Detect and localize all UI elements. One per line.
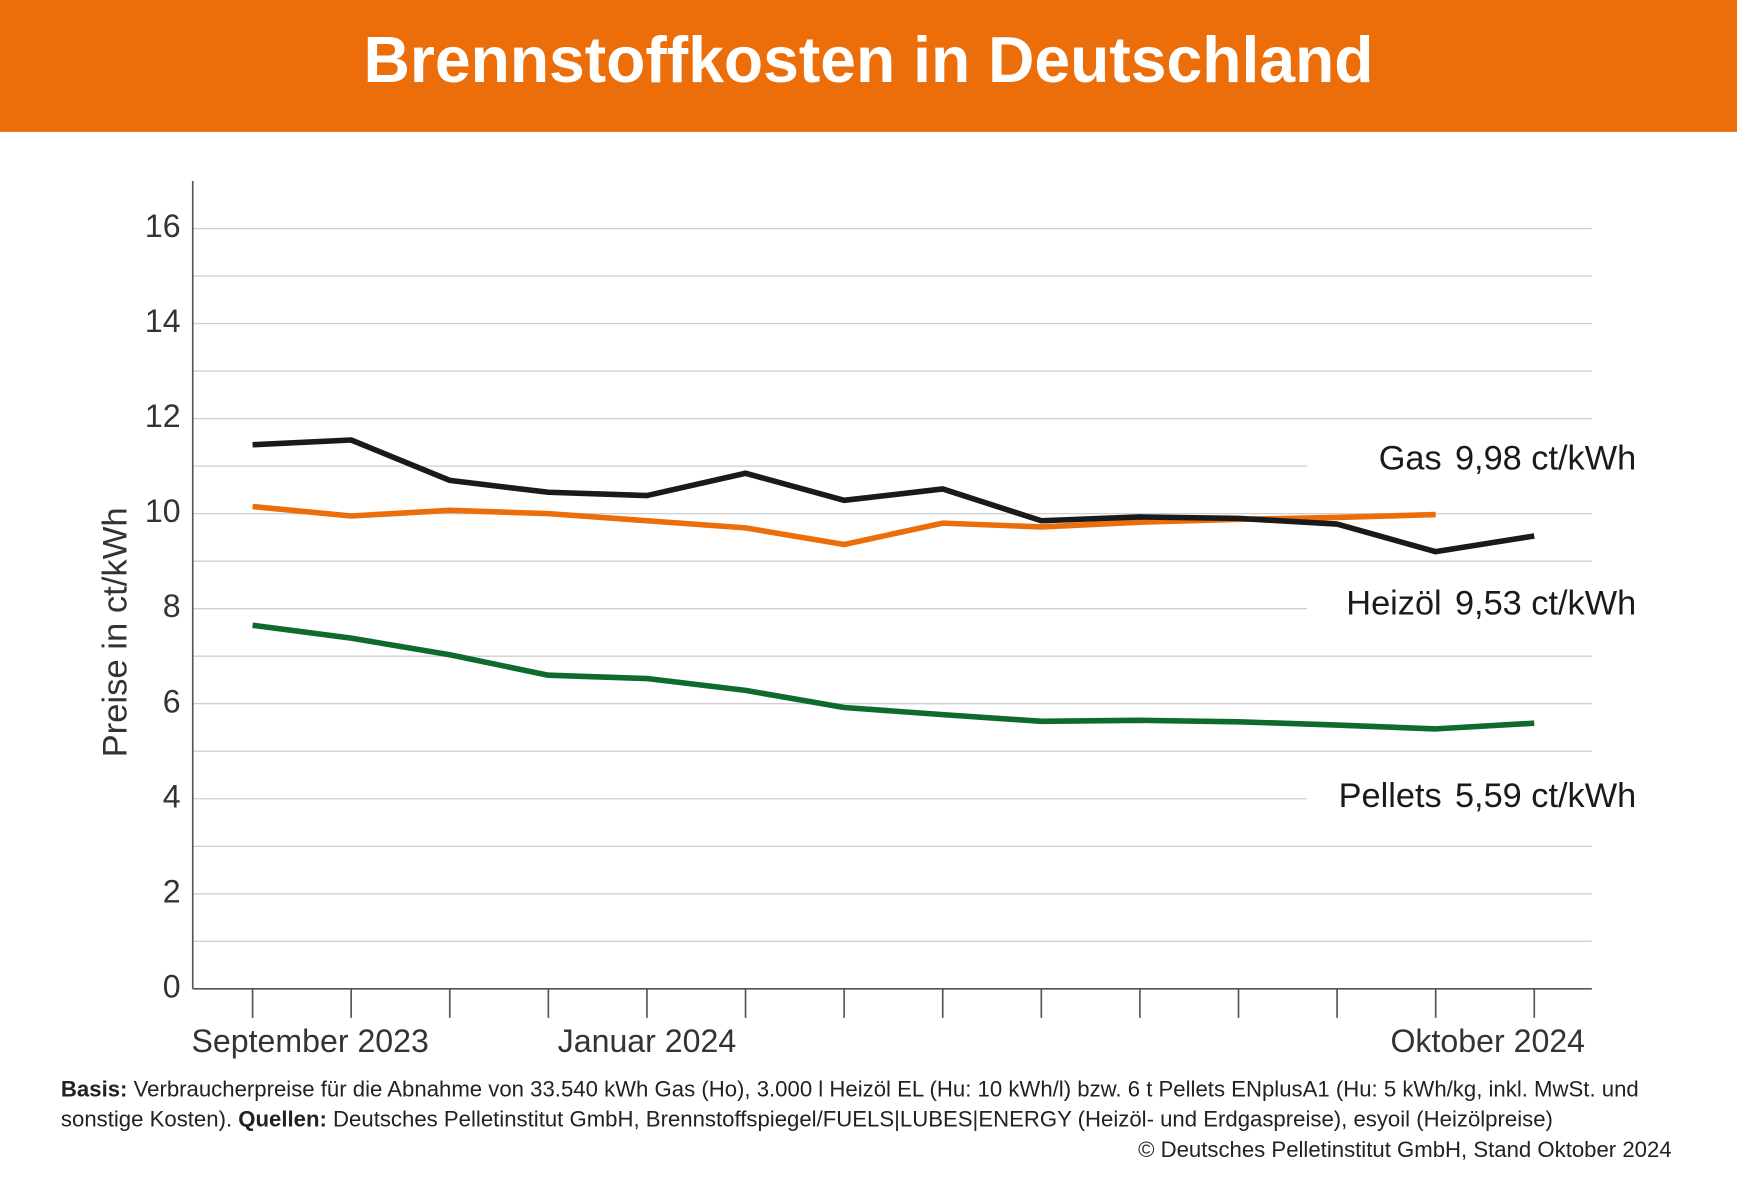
x-tick-label: Januar 2024 [558, 1023, 737, 1059]
legend-name: Heizöl [1346, 585, 1441, 623]
series-line [252, 622, 1535, 732]
legend-value: 9,53 ct/kWh [1455, 585, 1636, 623]
legend-name: Gas [1379, 439, 1442, 477]
label-bg [1307, 583, 1640, 628]
y-tick-label: 12 [145, 398, 181, 434]
series-line [252, 437, 1535, 555]
y-tick-label: 6 [163, 683, 181, 719]
legend-value: 5,59 ct/kWh [1455, 777, 1636, 815]
footer-line: © Deutsches Pelletinstitut GmbH, Stand O… [1138, 1137, 1672, 1162]
label-bg [1307, 437, 1640, 483]
footer-text: Verbraucherpreise für die Abnahme von 33… [127, 1076, 1638, 1101]
y-tick-label: 4 [163, 778, 181, 814]
y-tick-label: 2 [163, 873, 181, 909]
y-tick-label: 0 [163, 968, 181, 1004]
footer-text: Quellen: [232, 1106, 327, 1131]
footer-text: © Deutsches Pelletinstitut GmbH, Stand O… [1138, 1137, 1672, 1162]
footer-text: Basis: [61, 1076, 128, 1101]
legend-name: Pellets [1339, 777, 1442, 815]
footer-line: sonstige Kosten). Quellen: Deutsches Pel… [61, 1106, 1553, 1131]
footer-text: Deutsches Pelletinstitut GmbH, Brennstof… [327, 1106, 1553, 1131]
series-line [252, 503, 1436, 548]
y-axis-label: Preise in ct/kWh [97, 507, 135, 757]
title-banner [0, 0, 1737, 132]
series-label: Gas 9,98 ct/kWh [1379, 439, 1636, 477]
x-tick-label: Oktober 2024 [1390, 1023, 1585, 1059]
y-tick-label: 10 [145, 493, 181, 529]
series-label: Heizöl 9,53 ct/kWh [1346, 585, 1636, 623]
footer-text: sonstige Kosten). [61, 1106, 232, 1131]
legend-value: 9,98 ct/kWh [1455, 439, 1636, 477]
chart-title: Brennstoffkosten in Deutschland [363, 24, 1373, 96]
y-tick-label: 14 [145, 303, 181, 339]
y-tick-label: 16 [145, 208, 181, 244]
y-tick-label: 8 [163, 588, 181, 624]
series-label: Pellets 5,59 ct/kWh [1339, 777, 1637, 815]
x-tick-label: September 2023 [191, 1023, 428, 1059]
footer-line: Basis: Verbraucherpreise für die Abnahme… [61, 1076, 1639, 1101]
label-bg [1307, 775, 1640, 821]
